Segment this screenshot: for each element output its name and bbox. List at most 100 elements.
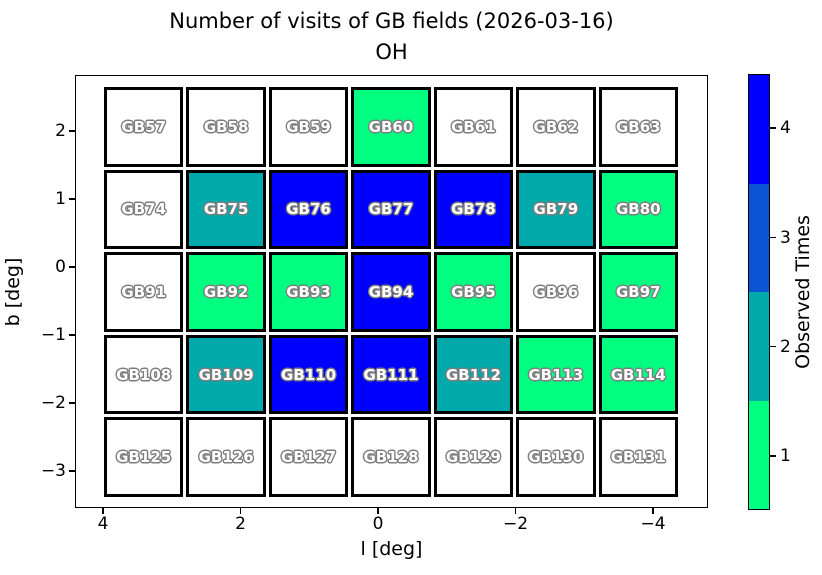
- grid-cell: GB128: [351, 417, 431, 497]
- x-tick-mark: [239, 508, 242, 514]
- field-label: GB76: [286, 200, 331, 219]
- field-label: GB126: [198, 448, 254, 467]
- field-label: GB130: [528, 448, 584, 467]
- field-label: GB95: [451, 282, 496, 301]
- field-label: GB91: [121, 282, 167, 301]
- grid-cell: GB93: [268, 252, 349, 332]
- grid-cell: GB130: [516, 417, 596, 497]
- y-axis-label: b [deg]: [2, 257, 24, 327]
- colorbar-tick-mark: [770, 455, 776, 457]
- colorbar-tick-label: 4: [780, 118, 791, 138]
- grid-cell: GB79: [516, 169, 596, 250]
- colorbar-tick-label: 1: [780, 446, 791, 466]
- field-label: GB127: [281, 448, 337, 467]
- field-grid: GB57 GB58 GB59 GB60 GB61 GB62 GB63 GB74 GB75 GB76…: [104, 87, 678, 497]
- y-tick-mark: [69, 402, 75, 404]
- grid-cell: GB91: [104, 252, 184, 332]
- y-tick-label: −1: [40, 325, 66, 345]
- colorbar-band: [749, 400, 769, 509]
- grid-cell: GB78: [433, 169, 514, 250]
- y-tick-label: 1: [55, 189, 66, 209]
- field-label: GB78: [451, 200, 496, 219]
- x-tick-mark: [377, 508, 379, 514]
- field-label: GB111: [363, 365, 419, 384]
- field-label: GB97: [615, 282, 661, 301]
- grid-cell: GB95: [433, 252, 514, 332]
- field-label: GB74: [121, 200, 167, 219]
- grid-cell: GB131: [598, 417, 678, 497]
- grid-cell: GB111: [351, 334, 431, 415]
- x-tick-label: −4: [640, 514, 666, 534]
- y-tick-label: −3: [40, 461, 66, 481]
- colorbar-label: Observed Times: [792, 215, 814, 369]
- grid-cell: GB62: [516, 87, 596, 167]
- x-tick-mark: [652, 508, 654, 514]
- field-label: GB61: [451, 117, 496, 136]
- field-label: GB92: [203, 282, 249, 301]
- colorbar-band: [749, 75, 769, 184]
- grid-cell: GB94: [351, 252, 431, 332]
- grid-cell: GB80: [598, 169, 678, 250]
- grid-cell: GB63: [598, 87, 678, 167]
- grid-cell: GB113: [516, 334, 596, 415]
- x-tick-label: 0: [372, 514, 384, 534]
- y-tick-label: −2: [40, 393, 66, 413]
- colorbar-tick-label: 3: [780, 227, 791, 248]
- field-label: GB108: [116, 365, 172, 384]
- y-tick-mark: [69, 470, 75, 472]
- grid-cell: GB126: [186, 417, 266, 497]
- y-tick-label: 0: [55, 257, 66, 277]
- colorbar-band: [749, 292, 769, 401]
- field-label: GB129: [445, 448, 501, 467]
- field-label: GB112: [445, 365, 501, 384]
- grid-cell: GB108: [104, 334, 184, 415]
- x-tick-label: 2: [235, 514, 246, 534]
- field-label: GB128: [363, 448, 419, 467]
- field-label: GB60: [368, 117, 414, 136]
- x-tick-label: 4: [97, 514, 109, 534]
- y-tick-mark: [69, 334, 75, 336]
- grid-cell: GB59: [268, 87, 349, 167]
- field-label: GB96: [533, 282, 579, 301]
- field-label: GB75: [203, 200, 249, 219]
- grid-cell: GB129: [433, 417, 514, 497]
- field-label: GB94: [368, 282, 414, 301]
- y-tick-label: 2: [55, 121, 66, 141]
- colorbar-tick-label: 2: [780, 336, 791, 357]
- grid-cell: GB74: [104, 169, 184, 250]
- y-tick-mark: [69, 198, 75, 200]
- field-label: GB125: [116, 448, 172, 467]
- field-label: GB80: [615, 200, 661, 219]
- field-label: GB77: [368, 200, 414, 219]
- grid-cell: GB57: [104, 87, 184, 167]
- field-label: GB110: [281, 365, 337, 384]
- grid-cell: GB110: [268, 334, 349, 415]
- x-tick-mark: [102, 508, 104, 514]
- x-tick-mark: [514, 508, 517, 514]
- grid-cell: GB61: [433, 87, 514, 167]
- grid-cell: GB109: [186, 334, 266, 415]
- field-label: GB58: [203, 117, 249, 136]
- field-label: GB59: [286, 117, 331, 136]
- grid-cell: GB127: [268, 417, 349, 497]
- colorbar-tick-mark: [770, 127, 776, 129]
- colorbar-band: [749, 183, 769, 292]
- grid-cell: GB125: [104, 417, 184, 497]
- x-axis-label: l [deg]: [360, 538, 423, 560]
- grid-cell: GB96: [516, 252, 596, 332]
- grid-cell: GB92: [186, 252, 266, 332]
- y-tick-mark: [69, 266, 75, 268]
- grid-cell: GB77: [351, 169, 431, 250]
- field-label: GB93: [286, 282, 331, 301]
- field-label: GB131: [610, 448, 666, 467]
- grid-cell: GB60: [351, 87, 431, 167]
- field-label: GB114: [610, 365, 666, 384]
- grid-cell: GB97: [598, 252, 678, 332]
- field-label: GB63: [615, 117, 661, 136]
- colorbar-tick-mark: [770, 345, 776, 348]
- field-label: GB113: [528, 365, 584, 384]
- x-tick-label: −2: [502, 514, 529, 534]
- grid-cell: GB114: [598, 334, 678, 415]
- colorbar: [748, 74, 770, 510]
